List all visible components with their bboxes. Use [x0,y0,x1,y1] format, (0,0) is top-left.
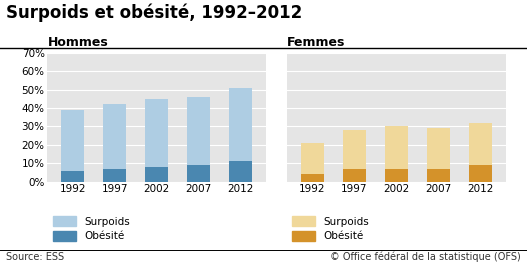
Bar [427,169,450,182]
Bar [301,143,324,174]
Bar [145,99,168,167]
Bar [301,174,324,182]
Text: Femmes: Femmes [287,36,346,49]
Bar [103,104,126,169]
Bar [187,97,210,165]
Bar [385,169,408,182]
Bar [187,165,210,182]
Bar [469,123,492,165]
Bar [145,167,168,182]
Bar [343,169,366,182]
Bar [103,169,126,182]
Text: © Office fédéral de la statistique (OFS): © Office fédéral de la statistique (OFS) [330,252,521,262]
Bar [469,165,492,182]
Text: Hommes: Hommes [47,36,108,49]
Bar [427,128,450,169]
Text: Source: ESS: Source: ESS [6,252,64,262]
Text: Surpoids et obésité, 1992–2012: Surpoids et obésité, 1992–2012 [6,4,302,23]
Legend: Surpoids, Obésité: Surpoids, Obésité [292,216,369,241]
Bar [61,170,84,182]
Legend: Surpoids, Obésité: Surpoids, Obésité [53,216,130,241]
Bar [385,126,408,169]
Bar [229,88,252,161]
Bar [229,161,252,182]
Bar [61,110,84,170]
Bar [343,130,366,169]
